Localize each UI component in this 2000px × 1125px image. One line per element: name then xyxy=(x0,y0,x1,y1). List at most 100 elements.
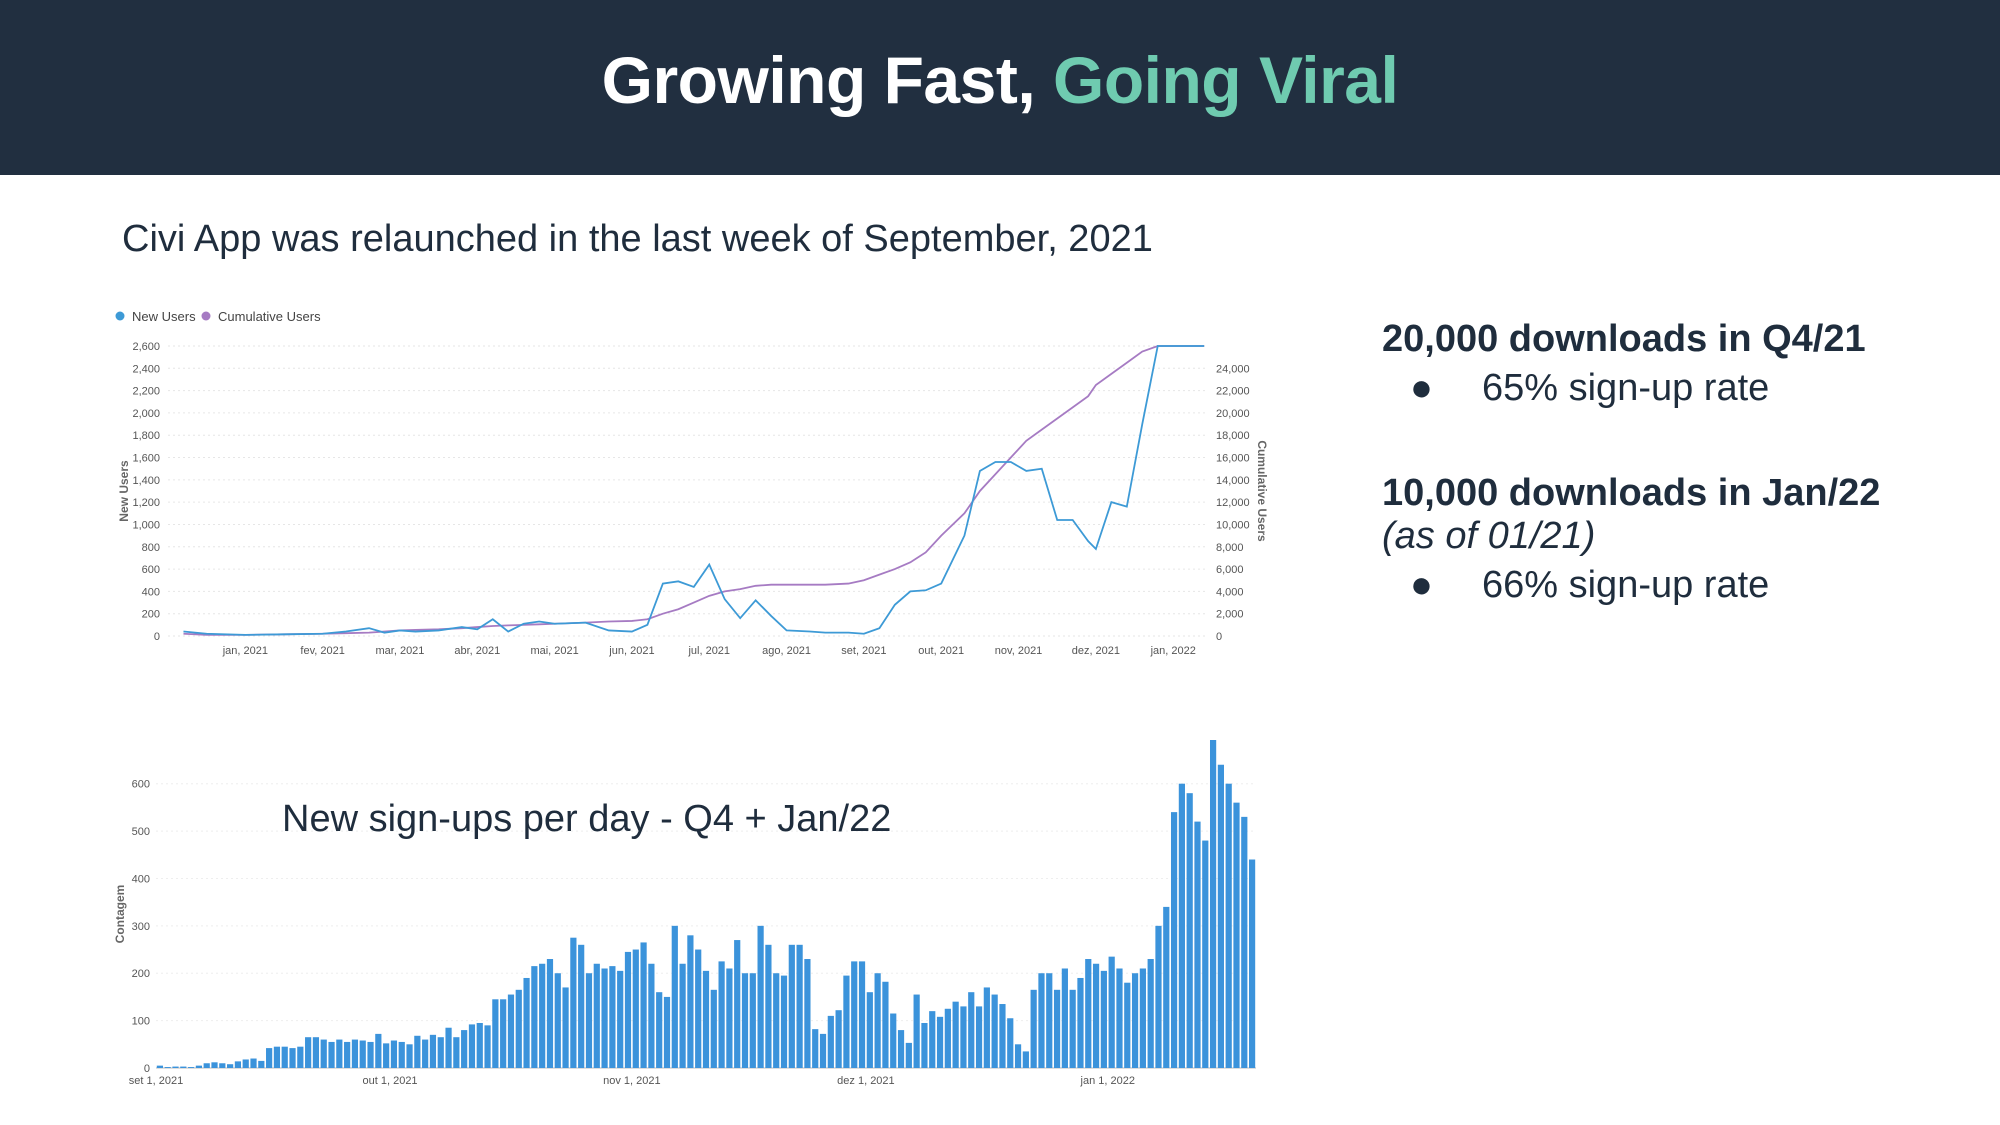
x-tick-label: out 1, 2021 xyxy=(363,1075,418,1087)
bar xyxy=(328,1041,335,1068)
bar xyxy=(172,1066,179,1068)
bar xyxy=(913,994,920,1068)
bar xyxy=(882,981,889,1068)
bar xyxy=(1069,989,1076,1068)
x-tick-label: set 1, 2021 xyxy=(129,1075,183,1087)
bar xyxy=(617,970,624,1068)
y-tick-label: 1,800 xyxy=(132,430,160,442)
bar xyxy=(1014,1044,1022,1068)
y-tick-label: 100 xyxy=(132,1016,150,1028)
y-tick-label: 2,600 xyxy=(132,341,160,353)
bar xyxy=(1092,963,1100,1068)
legend-cumulative-marker xyxy=(201,311,211,321)
y-tick-label: 400 xyxy=(132,873,150,885)
bar xyxy=(562,987,569,1068)
bar xyxy=(320,1039,327,1068)
bar xyxy=(749,973,756,1068)
bar xyxy=(351,1039,359,1068)
bar xyxy=(1061,968,1068,1068)
bar xyxy=(1194,821,1201,1068)
q4-bullet: ● 65% sign-up rate xyxy=(1382,367,1880,410)
bar xyxy=(1053,989,1061,1068)
x-tick-label: mai, 2021 xyxy=(530,645,578,657)
bar xyxy=(1155,925,1162,1068)
y2-tick-label: 24,000 xyxy=(1216,363,1250,375)
bar xyxy=(874,973,881,1068)
bar xyxy=(1186,793,1193,1068)
bar xyxy=(468,1024,476,1068)
y-tick-label: 300 xyxy=(132,921,150,933)
bar xyxy=(999,1004,1006,1068)
bar xyxy=(726,968,733,1068)
jan-bullet: ● 66% sign-up rate xyxy=(1382,564,1880,607)
bar xyxy=(921,1022,928,1068)
bar xyxy=(804,959,811,1068)
bullet-dot-icon: ● xyxy=(1410,367,1433,409)
y2-tick-label: 2,000 xyxy=(1216,609,1244,621)
y-axis-title: Contagem xyxy=(113,885,127,944)
bar xyxy=(429,1034,437,1068)
bar xyxy=(905,1042,912,1068)
bar xyxy=(531,966,538,1068)
bar xyxy=(952,1001,959,1068)
slide-title: Growing Fast, Going Viral xyxy=(0,42,2000,118)
bar xyxy=(492,999,499,1068)
bar xyxy=(1217,764,1224,1068)
bar xyxy=(1170,812,1178,1068)
bar xyxy=(991,994,998,1068)
bar xyxy=(827,1015,834,1068)
bar xyxy=(476,1022,483,1068)
bar xyxy=(398,1041,405,1068)
bar xyxy=(359,1040,366,1068)
bar xyxy=(445,1027,452,1068)
bar xyxy=(1248,859,1256,1068)
bar xyxy=(507,994,515,1068)
x-tick-label: ago, 2021 xyxy=(762,645,811,657)
bar xyxy=(1030,989,1037,1068)
bar xyxy=(546,959,554,1068)
y2-tick-label: 8,000 xyxy=(1216,542,1244,554)
y-tick-label: 600 xyxy=(132,779,150,791)
bar xyxy=(336,1039,343,1068)
bar xyxy=(180,1066,187,1068)
bar xyxy=(1163,906,1170,1068)
bar xyxy=(624,951,632,1068)
bar xyxy=(1178,783,1185,1068)
bar xyxy=(188,1067,195,1068)
jan-note: (as of 01/21) xyxy=(1382,515,1596,557)
bar xyxy=(1147,959,1154,1068)
users-line-chart: New Users Cumulative Users 0 200 400 600 800 1,… xyxy=(115,309,1268,657)
bar xyxy=(695,949,702,1068)
bar xyxy=(780,975,788,1068)
bullet-dot-icon: ● xyxy=(1410,564,1433,606)
x-tick-label: nov, 2021 xyxy=(995,645,1043,657)
y-tick-label: 1,600 xyxy=(132,453,160,465)
x-tick-label: fev, 2021 xyxy=(300,645,344,657)
x-tick-label: jan, 2022 xyxy=(1150,645,1196,657)
series-cumulative-users xyxy=(183,345,1205,636)
bar xyxy=(422,1039,429,1068)
jan-headline: 10,000 downloads in Jan/22 xyxy=(1382,472,1881,514)
bar xyxy=(289,1048,296,1068)
bar xyxy=(671,925,678,1068)
y-tick-label: 200 xyxy=(142,609,160,621)
bar xyxy=(640,942,647,1068)
y2-tick-label: 6,000 xyxy=(1216,564,1244,576)
y2-tick-label: 4,000 xyxy=(1216,586,1244,598)
x-tick-label: jul, 2021 xyxy=(687,645,730,657)
y-tick-label: 600 xyxy=(142,564,160,576)
bar xyxy=(312,1037,320,1068)
y2-tick-label: 10,000 xyxy=(1216,519,1250,531)
bar xyxy=(773,973,780,1068)
bar xyxy=(164,1067,171,1068)
bar xyxy=(1225,783,1232,1068)
bar xyxy=(1139,968,1146,1068)
y-tick-label: 800 xyxy=(142,542,160,554)
bar xyxy=(819,1033,827,1068)
legend-new-users-marker xyxy=(115,311,125,321)
y2-tick-label: 12,000 xyxy=(1216,497,1250,509)
y-tick-label: 1,400 xyxy=(132,475,160,487)
bar xyxy=(648,963,655,1068)
bar xyxy=(890,1013,897,1068)
title-main: Growing Fast, xyxy=(601,43,1053,117)
